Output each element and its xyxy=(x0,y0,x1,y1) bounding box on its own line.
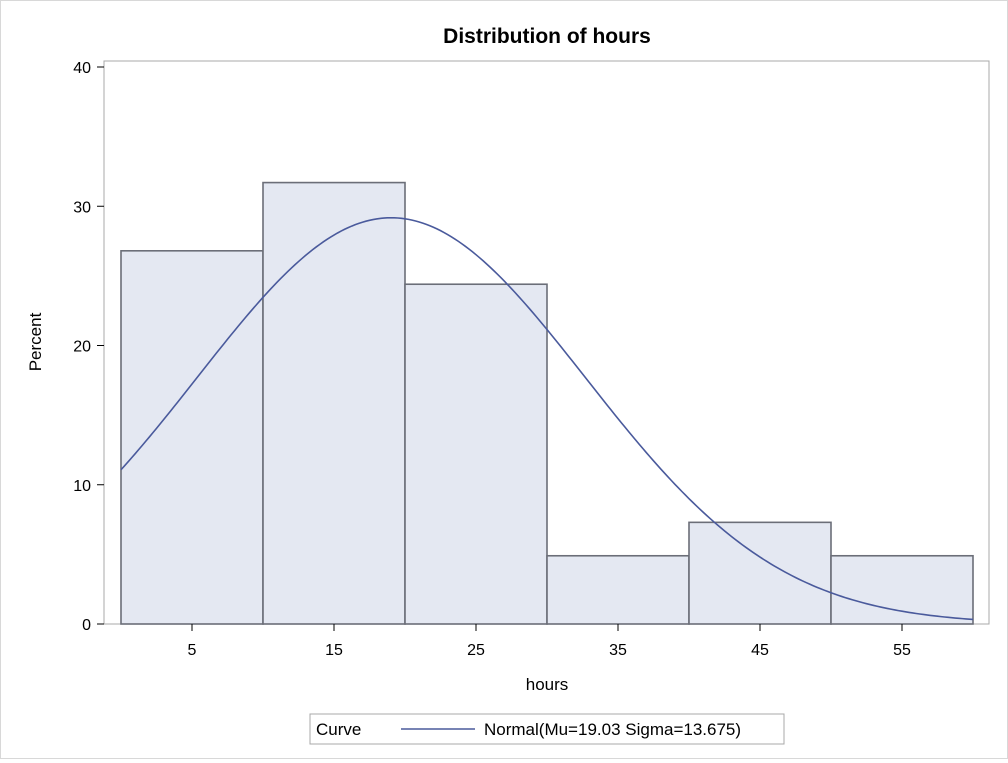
x-tick-label: 25 xyxy=(467,642,485,659)
histogram-bar xyxy=(120,250,264,625)
x-axis-label: hours xyxy=(526,675,569,694)
normal-curve xyxy=(120,216,974,621)
histogram-bar xyxy=(688,521,832,625)
histogram-bars xyxy=(120,181,974,625)
y-tick-label: 20 xyxy=(73,339,91,356)
x-tick-label: 55 xyxy=(893,642,911,659)
legend: Curve Normal(Mu=19.03 Sigma=13.675) xyxy=(309,713,785,745)
x-tick-label: 15 xyxy=(325,642,343,659)
y-tick-label: 10 xyxy=(73,478,91,495)
histogram-bar xyxy=(546,554,690,625)
histogram-bar xyxy=(262,181,406,625)
x-tick-label: 35 xyxy=(609,642,627,659)
y-tick-label: 0 xyxy=(82,617,91,634)
x-axis: 5 15 25 35 45 55 xyxy=(188,624,911,659)
histogram-bar xyxy=(830,554,974,625)
x-tick-label: 45 xyxy=(751,642,769,659)
histogram-bar xyxy=(404,283,548,625)
y-tick-label: 30 xyxy=(73,199,91,216)
chart-title: Distribution of hours xyxy=(443,25,651,48)
y-axis: 0 10 20 30 40 xyxy=(73,60,104,634)
legend-entry-normal: Normal(Mu=19.03 Sigma=13.675) xyxy=(484,720,741,739)
y-tick-label: 40 xyxy=(73,60,91,77)
legend-title: Curve xyxy=(316,720,361,739)
legend-box xyxy=(309,713,785,745)
y-axis-label: Percent xyxy=(26,312,45,371)
x-tick-label: 5 xyxy=(188,642,197,659)
